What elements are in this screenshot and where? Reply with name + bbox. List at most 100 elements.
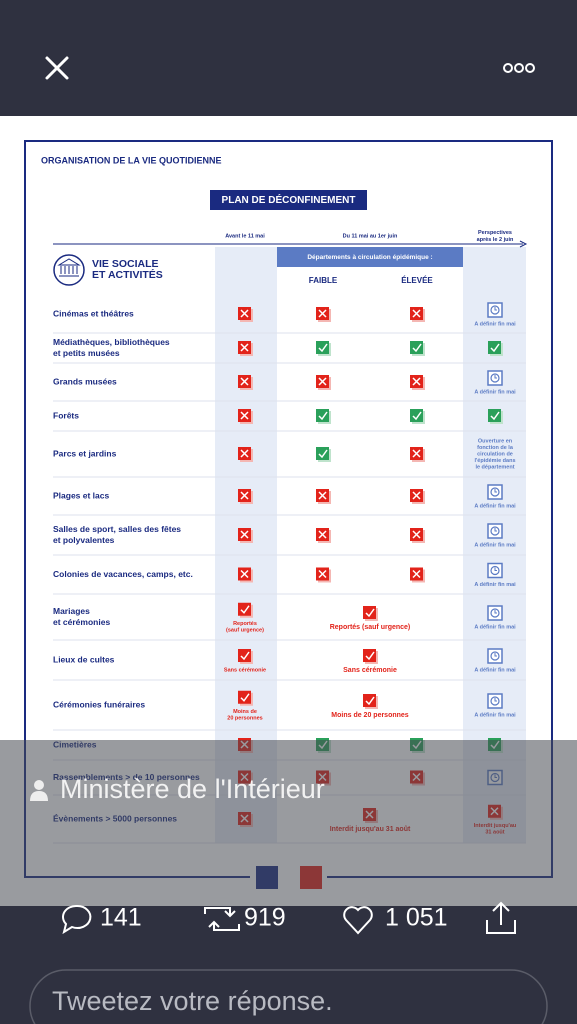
cell-note: circulation de (477, 451, 513, 457)
icon-glyph (490, 411, 500, 421)
row-label: Forêts (53, 410, 79, 420)
icon-glyph (318, 411, 328, 421)
icon-glyph (490, 343, 500, 353)
icon-glyph (240, 605, 250, 614)
icon-glyph (365, 651, 375, 661)
author[interactable]: Ministère de l'Intérieur (60, 774, 325, 804)
icon-glyph (412, 530, 421, 539)
cell-note: fonction de la (477, 445, 514, 451)
icon-hands (494, 489, 497, 493)
row-label: Colonies de vacances, camps, etc. (53, 569, 193, 579)
cell-note: A définir fin mai (474, 667, 516, 673)
cell-note: A définir fin mai (474, 321, 516, 327)
icon-box (363, 606, 376, 619)
reply-placeholder[interactable]: Tweetez votre réponse. (52, 986, 333, 1016)
cell-note: Ouverture en (478, 438, 513, 444)
icon-glyph (318, 569, 327, 579)
icon-glyph (240, 343, 249, 352)
icon-glyph (240, 411, 249, 420)
top-bar (0, 0, 577, 116)
row-label: Parcs et jardins (53, 448, 117, 458)
icon-hands (494, 307, 497, 311)
row-label: Mariages (53, 606, 90, 616)
like-icon[interactable] (343, 906, 373, 935)
cell-note: 20 personnes (227, 716, 262, 722)
cell-note: l'épidémie dans (474, 458, 515, 464)
icon-box (488, 341, 501, 354)
icon-glyph (412, 343, 422, 353)
icon-report (363, 606, 378, 621)
cell-note: Reportés (sauf urgence) (330, 624, 411, 631)
icon-glyph (412, 411, 422, 421)
icon-clock (487, 605, 503, 621)
column-header: après le 2 juin (477, 237, 514, 243)
icon-clock (487, 370, 503, 386)
icon-box (316, 447, 329, 460)
icon-clock (490, 305, 500, 315)
title: ORGANISATION DE LA VIE QUOTIDIENNE (41, 155, 222, 165)
cell-note: Moins de 20 personnes (331, 712, 409, 719)
icon-box (488, 409, 501, 422)
icon-glyph (240, 491, 249, 500)
icon-box (316, 409, 329, 422)
cell-note: A définir fin mai (474, 582, 516, 588)
icon-x (316, 489, 331, 504)
icon-hands (494, 653, 497, 657)
banner-bg (210, 190, 367, 210)
icon-x (238, 341, 253, 356)
icon-glyph (412, 377, 421, 386)
reply-icon[interactable] (62, 904, 92, 935)
icon-x (238, 307, 253, 322)
icon-box (316, 341, 329, 354)
icon-box (363, 694, 376, 707)
more-button[interactable] (503, 63, 535, 73)
caption-overlay (0, 740, 577, 906)
like-count: 1 051 (385, 904, 448, 932)
icon-hands (494, 698, 497, 702)
row-label: Salles de sport, salles des fêtes (53, 524, 181, 534)
icon-clock (490, 487, 500, 497)
icon-clock (487, 648, 503, 664)
icon-hands (494, 528, 497, 532)
row-label: Cinémas et théâtres (53, 308, 134, 318)
reply-box[interactable] (29, 969, 548, 1024)
icon-hands (494, 375, 497, 379)
retweet-icon[interactable] (204, 907, 240, 931)
icon-glyph (240, 693, 250, 702)
row-label: Médiathèques, bibliothèques (53, 337, 170, 347)
cell-note: Reportés (233, 621, 257, 627)
icon-clock (487, 562, 503, 579)
icon-check (316, 409, 331, 424)
share-icon[interactable] (486, 901, 516, 934)
column-header: Du 11 mai au 1er juin (343, 233, 398, 239)
icon-glyph (240, 530, 249, 539)
subheader-bg (277, 247, 463, 267)
icon-glyph (412, 449, 421, 458)
icon-clock (490, 373, 500, 383)
icon-clock (490, 608, 500, 618)
icon-glyph (318, 491, 327, 500)
cell-note: A définir fin mai (474, 389, 516, 395)
section-title: VIE SOCIALE (92, 258, 159, 270)
icon-x (410, 528, 425, 543)
reply-count: 141 (100, 904, 142, 932)
banner: PLAN DE DÉCONFINEMENT (222, 193, 356, 206)
icon-x (238, 375, 253, 390)
icon-x (410, 447, 425, 462)
icon-glyph (240, 651, 250, 661)
row-label: Grands musées (53, 376, 117, 386)
icon-report (238, 649, 253, 664)
icon-glyph (240, 377, 249, 386)
icon-hands (494, 567, 497, 571)
user-icon (30, 780, 48, 801)
column-header: Avant le 11 mai (225, 233, 265, 239)
cell-note: Moins de (233, 709, 257, 715)
icon-x (316, 528, 331, 543)
close-button[interactable] (45, 56, 69, 80)
icon-glyph (412, 491, 421, 500)
cell-note: Sans cérémonie (343, 667, 397, 674)
icon-clock (490, 526, 500, 536)
icon-box (363, 649, 376, 662)
